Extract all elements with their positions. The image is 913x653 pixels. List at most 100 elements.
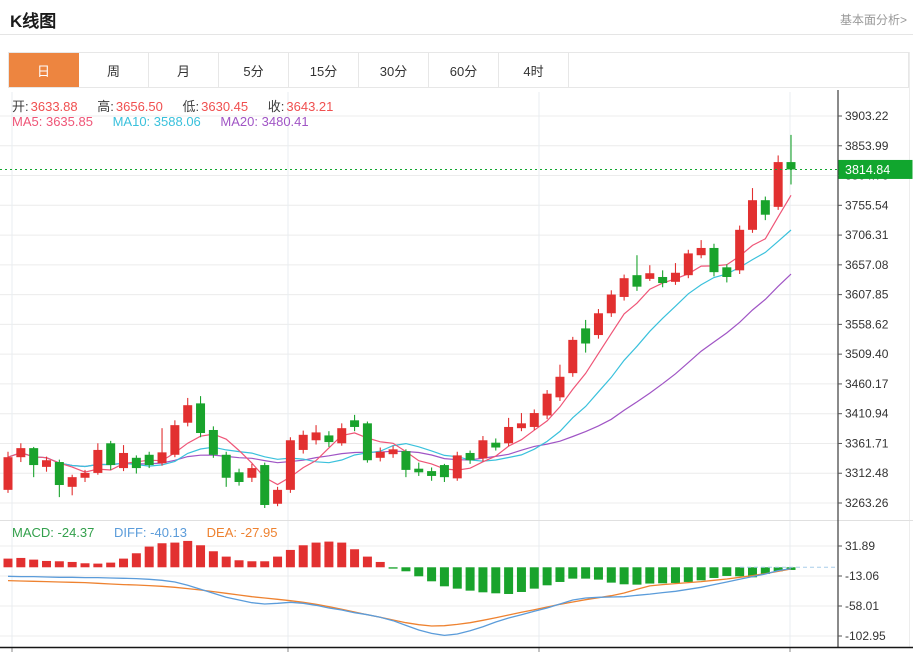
candle-body[interactable]: [452, 455, 462, 479]
macd-histogram-bar[interactable]: [375, 561, 385, 568]
macd-histogram-bar[interactable]: [106, 562, 116, 568]
candle-body[interactable]: [401, 451, 411, 470]
macd-histogram-bar[interactable]: [170, 542, 180, 568]
macd-histogram-bar[interactable]: [670, 567, 680, 583]
macd-histogram-bar[interactable]: [427, 567, 437, 582]
kline-chart-canvas[interactable]: 3903.223853.993804.763755.543706.313657.…: [0, 88, 913, 653]
macd-histogram-bar[interactable]: [478, 567, 488, 593]
macd-histogram-bar[interactable]: [773, 567, 783, 572]
candle-body[interactable]: [67, 477, 77, 487]
candle-body[interactable]: [29, 448, 39, 466]
tab-week[interactable]: 周: [79, 53, 149, 87]
candle-body[interactable]: [260, 465, 270, 505]
candle-body[interactable]: [414, 468, 424, 473]
candle-body[interactable]: [658, 276, 668, 284]
macd-histogram-bar[interactable]: [696, 567, 706, 581]
tab-15min[interactable]: 15分: [289, 53, 359, 87]
macd-histogram-bar[interactable]: [760, 567, 770, 574]
candle-body[interactable]: [555, 376, 565, 398]
candle-body[interactable]: [465, 452, 475, 461]
macd-histogram-bar[interactable]: [516, 567, 526, 592]
candle-body[interactable]: [478, 440, 488, 459]
candle-body[interactable]: [619, 278, 629, 297]
candle-body[interactable]: [568, 339, 578, 374]
macd-histogram-bar[interactable]: [747, 567, 757, 578]
macd-histogram-bar[interactable]: [208, 551, 218, 568]
macd-histogram-bar[interactable]: [144, 546, 154, 568]
macd-histogram-bar[interactable]: [234, 560, 244, 568]
macd-histogram-bar[interactable]: [491, 567, 501, 594]
candle-body[interactable]: [735, 229, 745, 271]
candle-body[interactable]: [581, 328, 591, 344]
candle-body[interactable]: [593, 313, 603, 336]
candle-body[interactable]: [247, 468, 257, 478]
candle-body[interactable]: [324, 435, 334, 443]
candle-body[interactable]: [273, 489, 283, 504]
candle-body[interactable]: [170, 425, 180, 455]
candle-body[interactable]: [709, 247, 719, 273]
macd-histogram-bar[interactable]: [722, 567, 732, 576]
macd-histogram-bar[interactable]: [324, 541, 334, 568]
macd-histogram-bar[interactable]: [606, 567, 616, 583]
candle-body[interactable]: [54, 462, 64, 486]
macd-histogram-bar[interactable]: [632, 567, 642, 585]
candle-body[interactable]: [504, 426, 514, 444]
candle-body[interactable]: [760, 200, 770, 215]
macd-histogram-bar[interactable]: [16, 557, 26, 568]
tab-4hour[interactable]: 4时: [499, 53, 569, 87]
macd-histogram-bar[interactable]: [619, 567, 629, 585]
candle-body[interactable]: [388, 449, 398, 455]
macd-histogram-bar[interactable]: [709, 567, 719, 578]
candle-body[interactable]: [285, 440, 295, 490]
macd-histogram-bar[interactable]: [247, 561, 257, 568]
macd-histogram-bar[interactable]: [260, 561, 270, 568]
candle-body[interactable]: [632, 275, 642, 287]
candle-body[interactable]: [375, 451, 385, 458]
macd-histogram-bar[interactable]: [337, 542, 347, 568]
macd-histogram-bar[interactable]: [581, 567, 591, 579]
macd-histogram-bar[interactable]: [683, 567, 693, 582]
candle-body[interactable]: [722, 267, 732, 277]
macd-histogram-bar[interactable]: [529, 567, 539, 589]
macd-histogram-bar[interactable]: [388, 567, 398, 569]
macd-histogram-bar[interactable]: [452, 567, 462, 589]
candle-body[interactable]: [337, 428, 347, 444]
tab-60min[interactable]: 60分: [429, 53, 499, 87]
candle-body[interactable]: [696, 247, 706, 256]
candle-body[interactable]: [516, 423, 526, 429]
macd-histogram-bar[interactable]: [42, 560, 52, 568]
macd-histogram-bar[interactable]: [311, 542, 321, 568]
candle-body[interactable]: [491, 442, 501, 448]
macd-histogram-bar[interactable]: [131, 553, 141, 568]
macd-histogram-bar[interactable]: [658, 567, 668, 584]
macd-histogram-bar[interactable]: [80, 563, 90, 568]
candle-body[interactable]: [131, 457, 141, 469]
candle-body[interactable]: [786, 162, 796, 170]
tab-month[interactable]: 月: [149, 53, 219, 87]
macd-histogram-bar[interactable]: [196, 545, 206, 568]
candle-body[interactable]: [106, 443, 116, 466]
candle-body[interactable]: [234, 472, 244, 482]
macd-histogram-bar[interactable]: [555, 567, 565, 582]
macd-histogram-bar[interactable]: [593, 567, 603, 580]
macd-histogram-bar[interactable]: [735, 567, 745, 577]
fundamental-analysis-link[interactable]: 基本面分析>: [839, 13, 907, 27]
macd-histogram-bar[interactable]: [465, 567, 475, 591]
macd-histogram-bar[interactable]: [119, 558, 129, 568]
macd-histogram-bar[interactable]: [362, 556, 372, 568]
macd-histogram-bar[interactable]: [414, 567, 424, 577]
macd-histogram-bar[interactable]: [298, 545, 308, 568]
candle-body[interactable]: [42, 460, 52, 467]
candle-body[interactable]: [196, 403, 206, 434]
candle-body[interactable]: [683, 253, 693, 276]
candle-body[interactable]: [773, 162, 783, 207]
macd-histogram-bar[interactable]: [54, 561, 64, 568]
macd-histogram-bar[interactable]: [285, 549, 295, 568]
macd-histogram-bar[interactable]: [273, 556, 283, 568]
macd-histogram-bar[interactable]: [504, 567, 514, 594]
candle-body[interactable]: [350, 420, 360, 427]
macd-histogram-bar[interactable]: [67, 561, 77, 568]
candle-body[interactable]: [747, 200, 757, 230]
macd-histogram-bar[interactable]: [157, 543, 167, 568]
macd-histogram-bar[interactable]: [542, 567, 552, 586]
